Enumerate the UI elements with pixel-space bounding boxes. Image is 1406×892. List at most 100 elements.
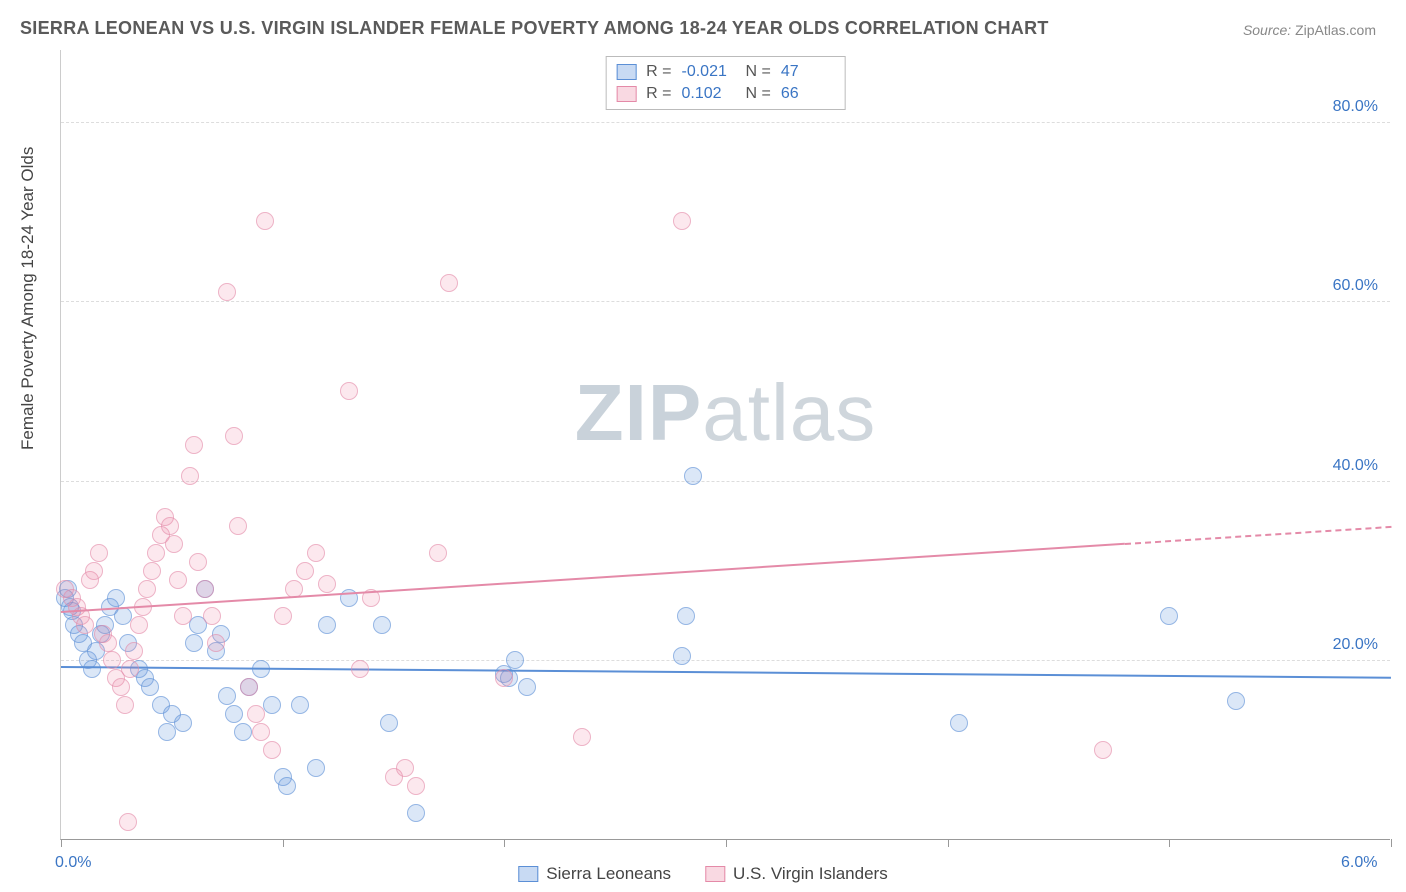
x-tick	[283, 839, 284, 847]
data-point	[684, 467, 702, 485]
data-point	[396, 759, 414, 777]
data-point	[234, 723, 252, 741]
legend-row-blue: R = -0.021 N = 47	[616, 61, 835, 83]
data-point	[76, 616, 94, 634]
data-point	[240, 678, 258, 696]
swatch-blue-icon	[616, 64, 636, 80]
data-point	[229, 517, 247, 535]
source-attribution: Source: ZipAtlas.com	[1243, 22, 1376, 38]
n-value-pink: 66	[781, 85, 835, 103]
scatter-plot-area: ZIPatlas R = -0.021 N = 47 R = 0.102 N =…	[60, 50, 1390, 840]
y-tick-label: 60.0%	[1333, 277, 1378, 295]
data-point	[203, 607, 221, 625]
data-point	[225, 705, 243, 723]
r-value-pink: 0.102	[682, 85, 736, 103]
chart-title: SIERRA LEONEAN VS U.S. VIRGIN ISLANDER F…	[20, 18, 1049, 39]
data-point	[218, 283, 236, 301]
data-point	[141, 678, 159, 696]
data-point	[85, 562, 103, 580]
x-tick-label: 6.0%	[1341, 854, 1377, 872]
data-point	[116, 696, 134, 714]
r-label: R =	[646, 63, 671, 81]
watermark: ZIPatlas	[575, 367, 876, 459]
data-point	[318, 575, 336, 593]
data-point	[143, 562, 161, 580]
gridline	[61, 301, 1390, 302]
legend-item-blue: Sierra Leoneans	[518, 864, 671, 884]
data-point	[181, 467, 199, 485]
y-tick-label: 20.0%	[1333, 636, 1378, 654]
data-point	[351, 660, 369, 678]
data-point	[307, 544, 325, 562]
data-point	[225, 427, 243, 445]
legend-label-blue: Sierra Leoneans	[546, 864, 671, 884]
data-point	[90, 544, 108, 562]
data-point	[147, 544, 165, 562]
data-point	[247, 705, 265, 723]
r-value-blue: -0.021	[682, 63, 736, 81]
swatch-pink-icon	[616, 86, 636, 102]
data-point	[138, 580, 156, 598]
data-point	[196, 580, 214, 598]
data-point	[174, 714, 192, 732]
data-point	[1227, 692, 1245, 710]
data-point	[278, 777, 296, 795]
swatch-pink-icon	[705, 866, 725, 882]
data-point	[1094, 741, 1112, 759]
data-point	[950, 714, 968, 732]
data-point	[207, 634, 225, 652]
data-point	[673, 647, 691, 665]
data-point	[161, 517, 179, 535]
x-tick	[61, 839, 62, 847]
legend-row-pink: R = 0.102 N = 66	[616, 83, 835, 105]
data-point	[125, 642, 143, 660]
data-point	[1160, 607, 1178, 625]
y-tick-label: 40.0%	[1333, 457, 1378, 475]
correlation-legend: R = -0.021 N = 47 R = 0.102 N = 66	[605, 56, 846, 110]
data-point	[256, 212, 274, 230]
data-point	[83, 660, 101, 678]
n-label: N =	[746, 63, 771, 81]
swatch-blue-icon	[518, 866, 538, 882]
data-point	[103, 651, 121, 669]
data-point	[677, 607, 695, 625]
legend-label-pink: U.S. Virgin Islanders	[733, 864, 888, 884]
data-point	[407, 777, 425, 795]
source-label: Source:	[1243, 22, 1291, 38]
data-point	[252, 723, 270, 741]
data-point	[573, 728, 591, 746]
data-point	[495, 669, 513, 687]
data-point	[296, 562, 314, 580]
x-tick	[948, 839, 949, 847]
data-point	[380, 714, 398, 732]
x-tick-label: 0.0%	[55, 854, 91, 872]
data-point	[185, 436, 203, 454]
y-tick-label: 80.0%	[1333, 98, 1378, 116]
x-tick	[1169, 839, 1170, 847]
data-point	[121, 660, 139, 678]
data-point	[130, 616, 148, 634]
data-point	[169, 571, 187, 589]
data-point	[99, 634, 117, 652]
data-point	[429, 544, 447, 562]
data-point	[189, 553, 207, 571]
data-point	[174, 607, 192, 625]
data-point	[340, 382, 358, 400]
data-point	[407, 804, 425, 822]
r-label: R =	[646, 85, 671, 103]
x-tick	[726, 839, 727, 847]
data-point	[107, 589, 125, 607]
n-value-blue: 47	[781, 63, 835, 81]
data-point	[218, 687, 236, 705]
data-point	[274, 607, 292, 625]
data-point	[506, 651, 524, 669]
data-point	[291, 696, 309, 714]
data-point	[263, 741, 281, 759]
n-label: N =	[746, 85, 771, 103]
x-tick	[504, 839, 505, 847]
data-point	[518, 678, 536, 696]
gridline	[61, 122, 1390, 123]
data-point	[673, 212, 691, 230]
data-point	[373, 616, 391, 634]
data-point	[440, 274, 458, 292]
